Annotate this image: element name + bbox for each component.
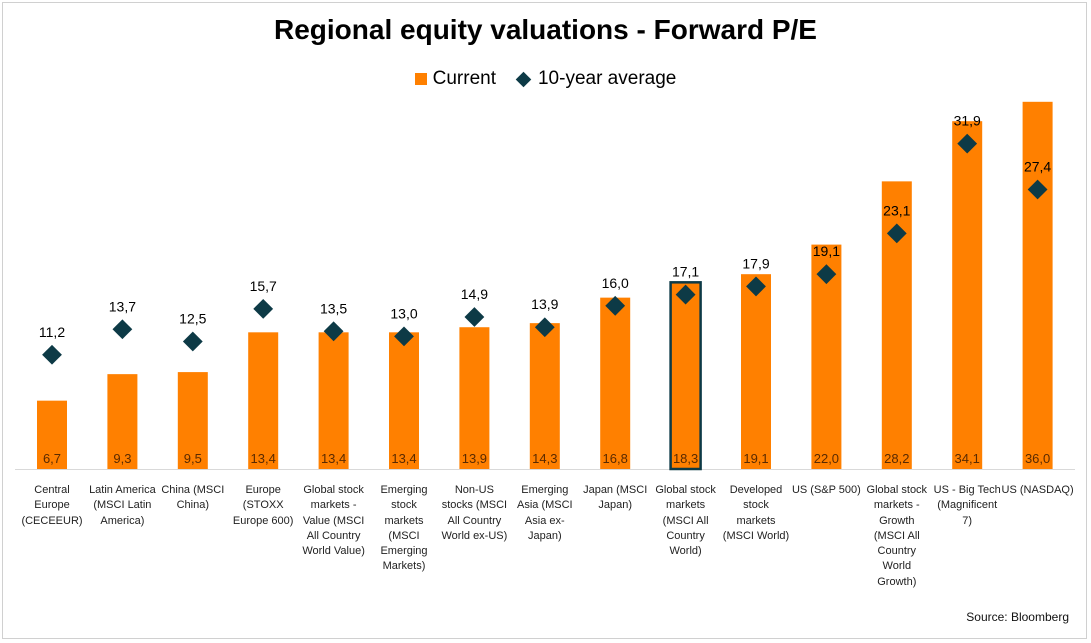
x-tick-label: US (S&P 500) (791, 484, 861, 496)
bar-value-label: 19,1 (743, 451, 768, 466)
avg-diamond-marker (42, 344, 62, 365)
x-tick-label: Europe (STOXX Europe 600) (232, 484, 294, 527)
avg-value-label: 19,1 (813, 243, 840, 259)
avg-diamond-marker (464, 307, 485, 327)
avg-diamond-marker (816, 264, 837, 285)
avg-diamond-marker (675, 284, 696, 305)
avg-value-label: 17,1 (672, 264, 699, 280)
bar-value-label: 28,2 (884, 451, 909, 466)
bar-current (600, 297, 631, 469)
bar-value-label: 18,3 (673, 451, 698, 466)
avg-value-label: 13,5 (320, 300, 347, 316)
x-tick-label: Non-US stocks (MSCI All Country World ex… (441, 484, 508, 542)
bar-value-label: 34,1 (955, 451, 980, 466)
bar-value-label: 9,3 (113, 451, 131, 466)
bar-value-label: 13,4 (321, 451, 346, 466)
avg-value-label: 13,7 (109, 298, 136, 314)
avg-value-label: 23,1 (883, 202, 910, 218)
avg-value-label: 17,9 (742, 255, 769, 271)
bar-current (107, 374, 138, 469)
avg-diamond-marker (112, 319, 133, 340)
avg-value-label: 12,5 (179, 311, 206, 327)
bar-current (1022, 101, 1053, 470)
avg-diamond-marker (534, 317, 555, 338)
bar-swatch-icon (414, 73, 427, 85)
x-tick-label: Global stock markets - Growth (MSCI All … (866, 484, 928, 588)
bar-current (952, 121, 983, 470)
chart-title: Regional equity valuations - Forward P/E (274, 14, 817, 45)
bar-value-label: 13,4 (251, 451, 276, 466)
x-tick-label: Global stock markets - Value (MSCI All C… (302, 484, 365, 558)
avg-value-label: 15,7 (250, 278, 277, 294)
bar-value-label: 6,7 (43, 451, 61, 466)
legend: Current 10-year average (0, 68, 1091, 90)
x-tick-label: US - Big Tech (Magnificent 7) (933, 484, 1001, 527)
avg-diamond-marker (182, 331, 203, 352)
avg-value-label: 13,0 (390, 305, 417, 321)
x-tick-label: Latin America (MSCI Latin America) (89, 484, 156, 527)
bar-current (529, 323, 560, 469)
legend-item-current: Current (414, 68, 496, 90)
x-tick-label: US (NASDAQ) (1001, 484, 1074, 496)
bar-value-label: 16,8 (603, 451, 628, 466)
avg-value-label: 27,4 (1024, 159, 1051, 175)
bar-current (37, 400, 67, 469)
avg-diamond-marker (394, 326, 414, 347)
x-tick-label: Central Europe (CECEEUR) (21, 484, 83, 527)
bar-value-label: 13,4 (391, 451, 416, 466)
bar-current (318, 332, 349, 469)
bar-current (459, 327, 490, 469)
avg-diamond-marker (746, 276, 766, 297)
bar-current (248, 332, 279, 469)
bar-current (741, 274, 771, 469)
x-tick-label: Developed stock markets (MSCI World) (722, 484, 790, 542)
avg-diamond-marker (253, 298, 274, 319)
legend-item-10yr-average: 10-year average (515, 68, 676, 90)
bar-value-label: 22,0 (814, 451, 839, 466)
bar-value-label: 13,9 (462, 451, 487, 466)
avg-value-label: 13,9 (531, 296, 558, 312)
avg-value-label: 14,9 (461, 286, 488, 302)
avg-value-label: 31,9 (954, 113, 981, 129)
bar-current (389, 332, 419, 469)
avg-diamond-marker (323, 321, 344, 342)
x-tick-label: Japan (MSCI Japan) (583, 484, 648, 512)
bar-current (669, 281, 702, 471)
bar-value-label: 36,0 (1025, 451, 1050, 466)
avg-diamond-marker (1027, 179, 1048, 200)
x-tick-label: China (MSCI China) (161, 484, 225, 512)
bar-value-label: 14,3 (532, 451, 557, 466)
bar-value-label: 9,5 (184, 451, 202, 466)
x-tick-label: Global stock markets (MSCI All Country W… (655, 484, 716, 558)
x-tick-label: Emerging stock markets (MSCI Emerging Ma… (380, 484, 428, 573)
avg-value-label: 11,2 (39, 324, 65, 340)
source-note: Source: Bloomberg (966, 610, 1069, 624)
avg-diamond-marker (605, 295, 626, 316)
x-tick-label: Emerging Asia (MSCI Asia ex- Japan) (516, 484, 573, 542)
bar-current (177, 372, 208, 469)
avg-value-label: 16,0 (602, 275, 629, 291)
